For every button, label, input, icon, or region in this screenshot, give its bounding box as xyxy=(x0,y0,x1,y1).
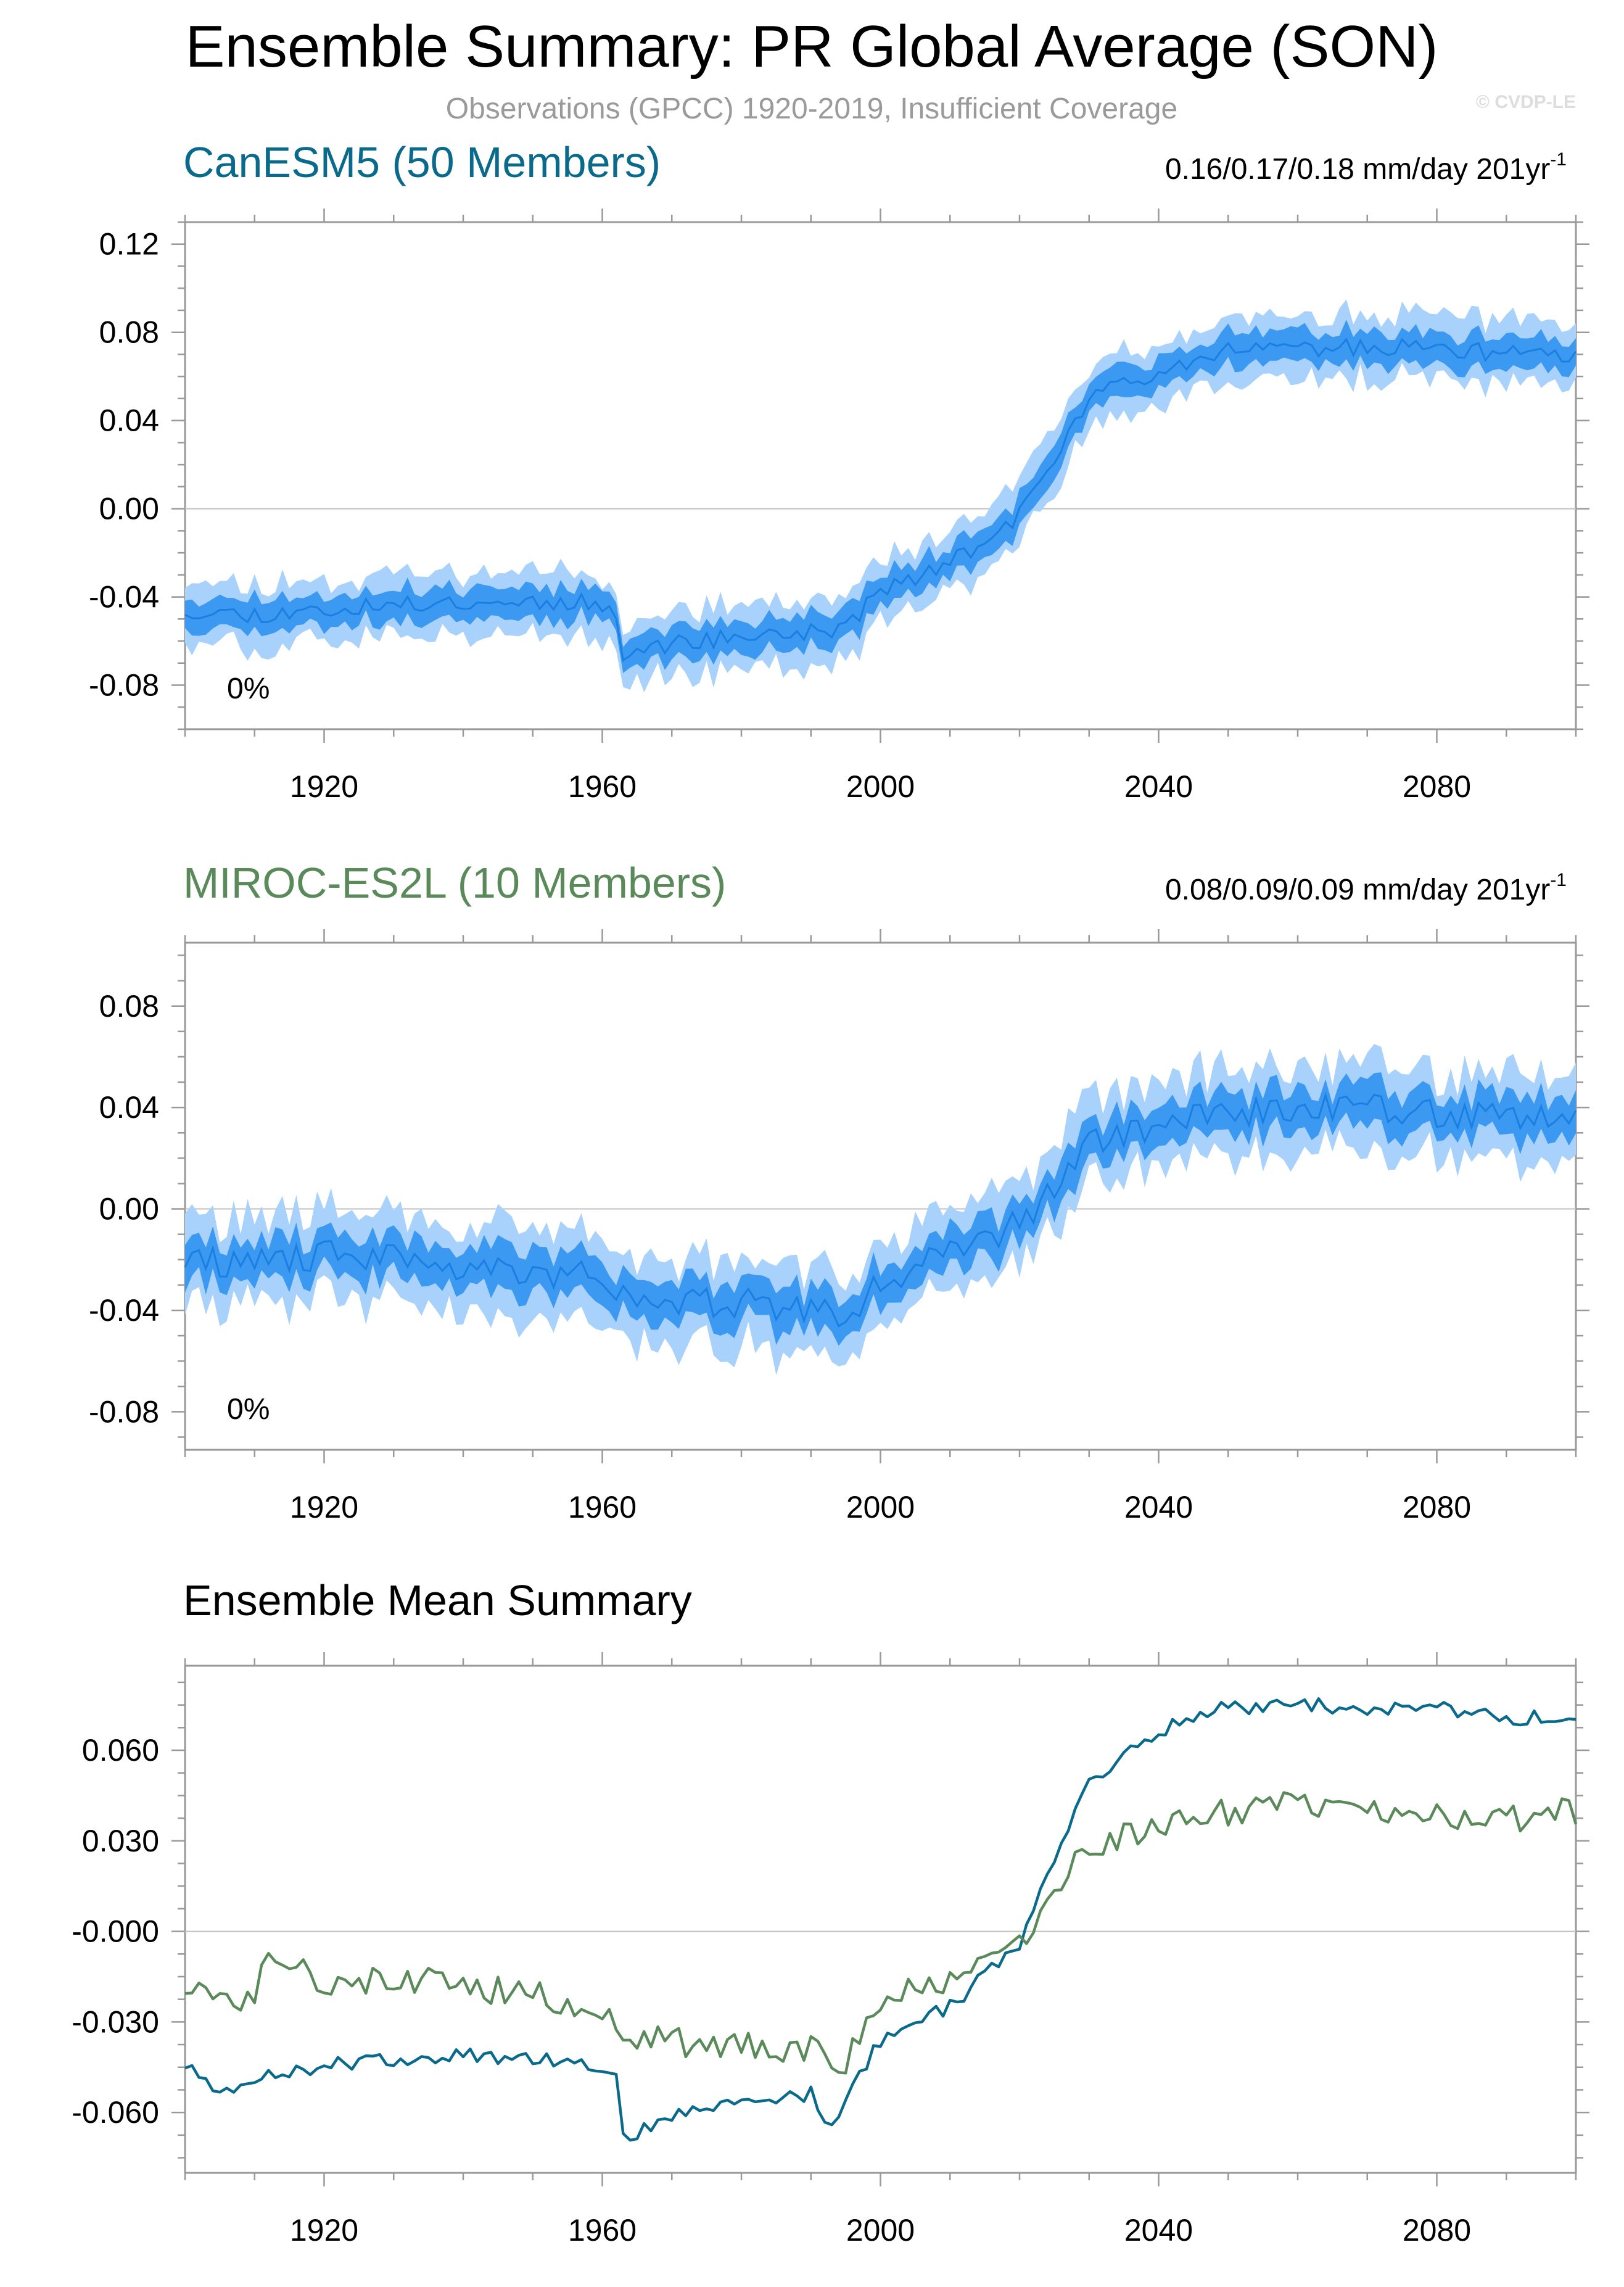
ensemble-mean-y-tick-label: -0.060 xyxy=(72,2095,159,2130)
watermark: © CVDP-LE xyxy=(1476,92,1576,112)
miroc-x-tick-label: 2000 xyxy=(846,1490,915,1524)
canesm5-inner-range-band xyxy=(185,320,1576,673)
canesm5-coverage-annotation: 0% xyxy=(227,672,270,705)
canesm5-plot-area: 0.12 0.08 0.04 0.00 -0.04 -0.08 1920 1960 2000 20… xyxy=(89,209,1589,804)
miroc-x-tick-label: 2080 xyxy=(1403,1490,1471,1524)
canesm5-x-tick-label: 1960 xyxy=(568,769,637,804)
ensemble-mean-miroc-es2l-line xyxy=(184,1791,1578,2075)
miroc-y-tick-label: -0.04 xyxy=(89,1293,159,1328)
miroc-y-tick-label: 0.04 xyxy=(99,1090,159,1125)
ensemble-mean-x-tick-label: 1920 xyxy=(290,2213,358,2248)
canesm5-y-tick-label: 0.00 xyxy=(99,492,159,526)
miroc-plot-area: 0.08 0.04 0.00 -0.04 -0.08 1920 1960 2000 2040 20… xyxy=(89,929,1589,1524)
canesm5-panel-title: CanESM5 (50 Members) xyxy=(183,138,661,186)
canesm5-y-tick-label: -0.08 xyxy=(89,668,159,703)
miroc-panel-title: MIROC-ES2L (10 Members) xyxy=(183,859,726,907)
ensemble-mean-x-tick-label: 2000 xyxy=(846,2213,915,2248)
canesm5-trend-label: 0.16/0.17/0.18 mm/day 201yr-1 xyxy=(1165,149,1567,186)
ensemble-mean-x-tick-label: 2040 xyxy=(1124,2213,1193,2248)
ensemble-mean-y-tick-label: -0.000 xyxy=(72,1914,159,1949)
ensemble-mean-panel: Ensemble Mean Summary 0.060 0.030 -0.000 -0… xyxy=(72,1576,1589,2248)
canesm5-y-tick-label: -0.04 xyxy=(89,580,159,614)
ensemble-mean-x-tick-label: 1960 xyxy=(568,2213,637,2248)
canesm5-panel: CanESM5 (50 Members) 0.16/0.17/0.18 mm/d… xyxy=(89,138,1589,804)
ensemble-mean-y-tick-label: 0.030 xyxy=(82,1824,159,1858)
canesm5-y-tick-label: 0.08 xyxy=(99,315,159,350)
canesm5-ensemble-mean-line xyxy=(184,337,1577,662)
miroc-y-tick-label: 0.08 xyxy=(99,989,159,1024)
ensemble-mean-title: Ensemble Mean Summary xyxy=(183,1576,692,1624)
ensemble-mean-x-tick-label: 2080 xyxy=(1403,2213,1471,2248)
figure-title: Ensemble Summary: PR Global Average (SON… xyxy=(186,14,1438,80)
canesm5-y-tick-label: 0.04 xyxy=(99,403,159,438)
canesm5-y-tick-label: 0.12 xyxy=(99,227,159,262)
miroc-x-tick-label: 2040 xyxy=(1124,1490,1193,1524)
ensemble-mean-canesm5-line xyxy=(184,1697,1577,2142)
miroc-ensemble-mean-line xyxy=(184,1092,1577,1328)
canesm5-x-tick-label: 2000 xyxy=(846,769,915,804)
ensemble-mean-plot-area: 0.060 0.030 -0.000 -0.030 -0.060 1920 1960 2000… xyxy=(72,1652,1589,2248)
ensemble-mean-y-tick-label: -0.030 xyxy=(72,2004,159,2039)
ensemble-mean-y-tick-label: 0.060 xyxy=(82,1733,159,1768)
miroc-y-tick-label: 0.00 xyxy=(99,1192,159,1226)
miroc-coverage-annotation: 0% xyxy=(227,1393,270,1426)
canesm5-x-tick-label: 1920 xyxy=(290,769,358,804)
miroc-trend-label: 0.08/0.09/0.09 mm/day 201yr-1 xyxy=(1165,870,1567,906)
canesm5-x-tick-label: 2040 xyxy=(1124,769,1193,804)
miroc-inner-range-band xyxy=(185,1072,1576,1346)
figure-subtitle: Observations (GPCC) 1920-2019, Insuffici… xyxy=(446,93,1177,125)
miroc-x-tick-label: 1920 xyxy=(290,1490,358,1524)
canesm5-x-tick-label: 2080 xyxy=(1403,769,1471,804)
miroc-x-tick-label: 1960 xyxy=(568,1490,637,1524)
miroc-y-tick-label: -0.08 xyxy=(89,1394,159,1429)
miroc-panel: MIROC-ES2L (10 Members) 0.08/0.09/0.09 m… xyxy=(89,859,1589,1524)
